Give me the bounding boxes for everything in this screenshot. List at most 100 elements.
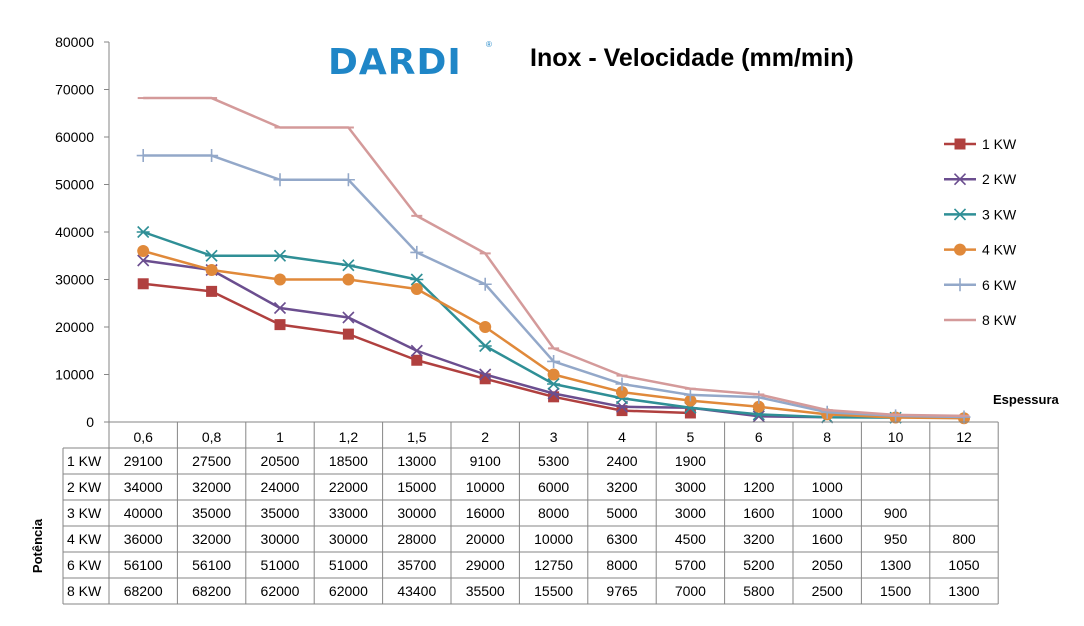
legend-marker [953,208,967,221]
data-point [206,285,218,297]
data-point [342,328,354,340]
table-cell: 1600 [812,531,843,547]
data-point [137,245,150,257]
table-cell: 32000 [192,531,231,547]
table-cell: 8000 [606,557,637,573]
table-cell: 18500 [329,453,368,469]
legend-item: 2 KW [944,171,1017,187]
table-cell: 35500 [466,583,505,599]
series-6-kw [136,149,971,424]
series-3-kw [136,225,903,424]
y-axis-title: Potência [30,518,45,573]
table-row-label: 6 KW [67,557,102,573]
legend-item: 1 KW [944,136,1017,152]
data-point [273,301,287,315]
data-point [478,339,492,353]
data-point [342,311,355,324]
data-point [820,405,834,419]
data-point [479,368,492,381]
table-cell: 1050 [948,557,979,573]
y-tick-label: 30000 [55,272,94,288]
legend-item: 4 KW [944,242,1017,258]
x-tick-label: 5 [687,429,695,445]
table-cell: 5300 [538,453,569,469]
table-cell: 51000 [261,557,300,573]
legend-label: 6 KW [982,277,1017,293]
table-row-label: 4 KW [67,531,102,547]
table-cell: 10000 [466,479,505,495]
series-1-kw [137,278,696,419]
y-tick-label: 80000 [55,34,94,50]
data-point [410,344,423,357]
table-cell: 32000 [192,479,231,495]
table-cell: 1200 [743,479,774,495]
table-cell: 9100 [470,453,501,469]
x-tick-label: 1 [276,429,284,445]
data-point [479,373,491,385]
table-cell: 68200 [192,583,231,599]
y-axis: 0 10000 20000 30000 40000 50000 60000 70000 8000… [55,34,110,430]
data-point [615,400,629,413]
legend-label: 1 KW [982,136,1017,152]
table-cell: 35000 [261,505,300,521]
data-point [410,273,424,286]
table-cell: 36000 [124,531,163,547]
table-cell: 34000 [124,479,163,495]
table-cell: 30000 [329,531,368,547]
data-point [547,387,560,400]
data-point [274,273,286,286]
table-cell: 20000 [466,531,505,547]
data-point [547,368,560,381]
table-cell: 5000 [606,505,637,521]
table-cell: 3000 [675,479,706,495]
data-point [548,391,560,403]
table-cell: 2050 [812,557,843,573]
table-cell: 1300 [948,583,979,599]
data-point [341,259,355,272]
data-point [137,254,150,267]
table-cell: 15500 [534,583,573,599]
data-point [752,410,765,423]
table-cell: 1500 [880,583,911,599]
data-point [410,245,424,259]
brand-name: DARDI [328,42,462,83]
data-point [136,225,150,239]
y-tick-label: 40000 [55,224,94,240]
table-cell: 950 [884,531,908,547]
legend-item: 8 KW [944,312,1017,328]
table-cell: 62000 [261,583,300,599]
legend-label: 2 KW [982,171,1017,187]
table-cell: 9765 [606,583,637,599]
data-point [547,354,561,368]
table-cell: 8000 [538,505,569,521]
data-point [684,407,696,419]
table-cell: 30000 [397,505,436,521]
table-cell: 56100 [192,557,231,573]
table-cell: 1900 [675,453,706,469]
legend-marker [953,278,967,292]
brand-logo: DARDI ® [328,40,492,83]
chart-title: Inox - Velocidade (mm/min) [530,44,854,72]
x-tick-label: 1,2 [339,429,359,445]
table-cell: 7000 [675,583,706,599]
data-point [274,319,286,331]
legend-label: 4 KW [982,242,1017,258]
data-point [273,173,287,187]
y-tick-label: 50000 [55,177,94,193]
x-tick-label: 2 [481,429,489,445]
x-tick-label: 3 [550,429,558,445]
table-cell: 20500 [261,453,300,469]
legend-label: 8 KW [982,312,1017,328]
table-cell: 12750 [534,557,573,573]
table-row-label: 1 KW [67,453,102,469]
data-point [342,273,355,286]
table-cell: 24000 [261,479,300,495]
x-tick-label: 6 [755,429,763,445]
table-cell: 4500 [675,531,706,547]
x-axis-title: Espessura [993,392,1060,407]
table-cell: 2400 [606,453,637,469]
x-tick-label: 1,5 [407,429,427,445]
plot-area [136,96,971,425]
y-tick-label: 60000 [55,129,94,145]
